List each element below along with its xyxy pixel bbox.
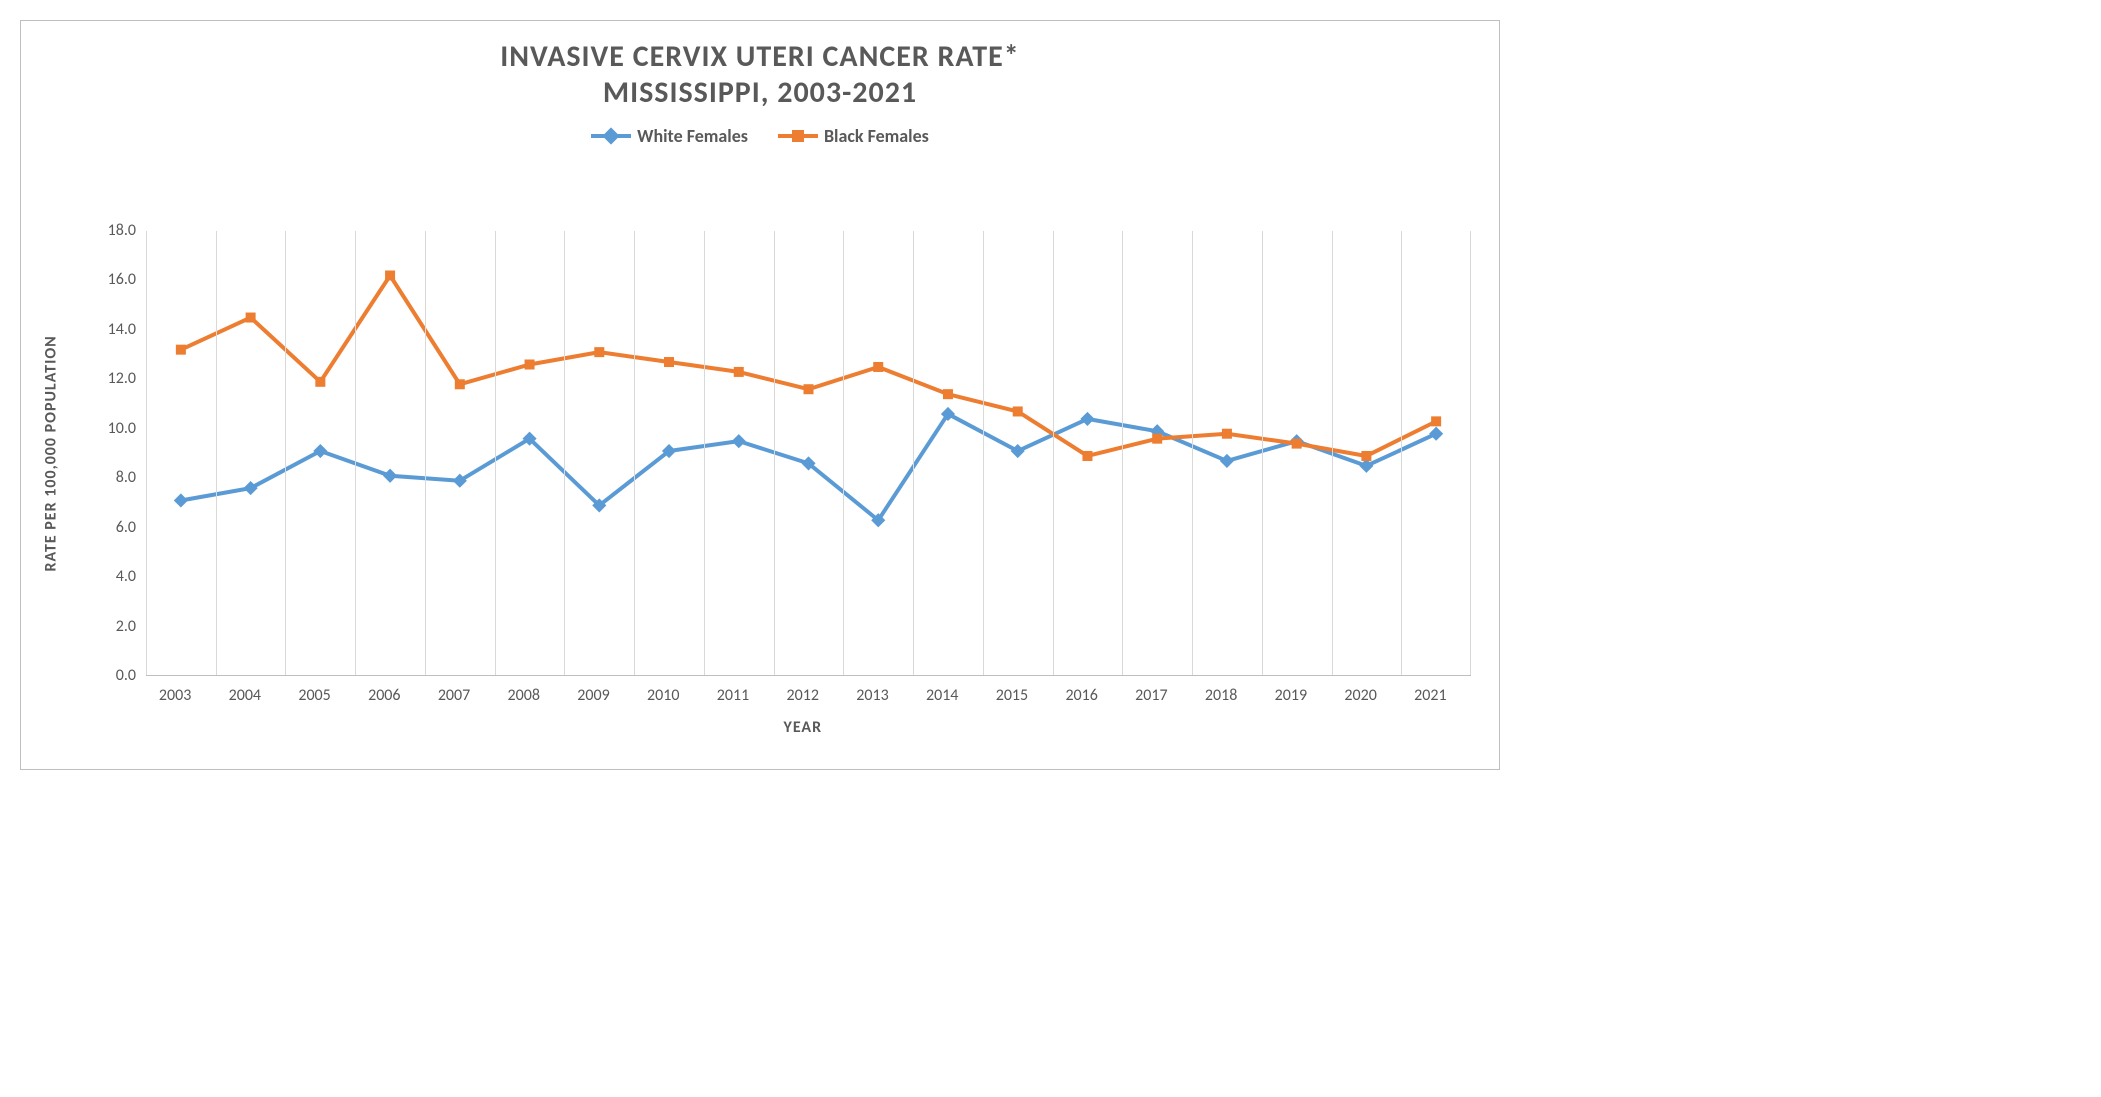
marker-1-17 [1361, 451, 1371, 461]
gridline-v [285, 231, 286, 676]
gridline-v [704, 231, 705, 676]
marker-0-13 [1080, 412, 1094, 426]
marker-0-3 [383, 469, 397, 483]
gridline-v [1192, 231, 1193, 676]
marker-0-15 [1220, 454, 1234, 468]
gridline-v [843, 231, 844, 676]
x-tick-label: 2015 [996, 686, 1028, 705]
x-tick-label: 2013 [856, 686, 888, 705]
marker-1-14 [1152, 434, 1162, 444]
marker-1-13 [1082, 451, 1092, 461]
marker-1-8 [734, 367, 744, 377]
marker-1-16 [1292, 439, 1302, 449]
gridline-v [983, 231, 984, 676]
x-tick-label: 2019 [1275, 686, 1307, 705]
series-line-1 [181, 276, 1436, 456]
marker-1-0 [176, 345, 186, 355]
x-tick-label: 2014 [926, 686, 958, 705]
marker-1-9 [804, 384, 814, 394]
marker-0-0 [174, 493, 188, 507]
gridline-v [1470, 231, 1471, 676]
y-tick-label: 14.0 [108, 320, 136, 339]
marker-1-15 [1222, 429, 1232, 439]
marker-1-1 [246, 313, 256, 323]
y-tick-label: 2.0 [116, 617, 136, 636]
x-tick-label: 2018 [1205, 686, 1237, 705]
gridline-v [564, 231, 565, 676]
gridline-v [774, 231, 775, 676]
legend-label-1: Black Females [824, 125, 929, 147]
x-tick-label: 2020 [1344, 686, 1376, 705]
x-tick-label: 2009 [577, 686, 609, 705]
gridline-v [495, 231, 496, 676]
y-tick-label: 16.0 [108, 270, 136, 289]
plot-area [146, 231, 1471, 676]
x-tick-label: 2005 [298, 686, 330, 705]
marker-1-5 [525, 360, 535, 370]
marker-1-2 [315, 377, 325, 387]
chart-container: INVASIVE CERVIX UTERI CANCER RATE* MISSI… [20, 20, 1500, 770]
title-line-2: MISSISSIPPI, 2003-2021 [21, 75, 1499, 111]
x-tick-label: 2017 [1135, 686, 1167, 705]
marker-1-6 [594, 347, 604, 357]
gridline-v [1332, 231, 1333, 676]
chart-title: INVASIVE CERVIX UTERI CANCER RATE* MISSI… [21, 21, 1499, 111]
marker-0-18 [1429, 427, 1443, 441]
marker-0-8 [732, 434, 746, 448]
y-axis-label: RATE PER 100,000 POPULATION [42, 335, 61, 571]
gridline-v [1262, 231, 1263, 676]
marker-0-2 [313, 444, 327, 458]
marker-0-1 [244, 481, 258, 495]
legend: White Females Black Females [21, 125, 1499, 147]
x-tick-label: 2012 [787, 686, 819, 705]
marker-1-10 [873, 362, 883, 372]
x-axis-label: YEAR [784, 718, 823, 737]
marker-1-18 [1431, 416, 1441, 426]
y-tick-label: 10.0 [108, 419, 136, 438]
gridline-v [355, 231, 356, 676]
y-tick-label: 18.0 [108, 221, 136, 240]
x-tick-label: 2007 [438, 686, 470, 705]
x-tick-label: 2016 [1065, 686, 1097, 705]
x-tick-label: 2006 [368, 686, 400, 705]
y-tick-label: 0.0 [116, 666, 136, 685]
gridline-v [1401, 231, 1402, 676]
legend-label-0: White Females [637, 125, 748, 147]
marker-1-11 [943, 389, 953, 399]
gridline-v [634, 231, 635, 676]
marker-1-3 [385, 271, 395, 281]
gridline-v [216, 231, 217, 676]
legend-item-1: Black Females [778, 125, 929, 147]
x-tick-label: 2004 [229, 686, 261, 705]
marker-1-12 [1013, 406, 1023, 416]
title-line-1: INVASIVE CERVIX UTERI CANCER RATE* [21, 39, 1499, 75]
marker-1-7 [664, 357, 674, 367]
legend-item-0: White Females [591, 125, 748, 147]
gridline-v [1122, 231, 1123, 676]
x-tick-label: 2003 [159, 686, 191, 705]
y-tick-label: 12.0 [108, 369, 136, 388]
x-tick-label: 2021 [1414, 686, 1446, 705]
y-tick-label: 8.0 [116, 468, 136, 487]
line-svg [146, 231, 1471, 676]
marker-1-4 [455, 379, 465, 389]
y-tick-label: 4.0 [116, 567, 136, 586]
gridline-v [913, 231, 914, 676]
x-tick-label: 2011 [717, 686, 749, 705]
gridline-v [1053, 231, 1054, 676]
y-tick-label: 6.0 [116, 518, 136, 537]
marker-0-12 [1011, 444, 1025, 458]
x-tick-label: 2008 [508, 686, 540, 705]
gridline-v [146, 231, 147, 676]
x-axis-line [146, 675, 1471, 676]
gridline-v [425, 231, 426, 676]
x-tick-label: 2010 [647, 686, 679, 705]
